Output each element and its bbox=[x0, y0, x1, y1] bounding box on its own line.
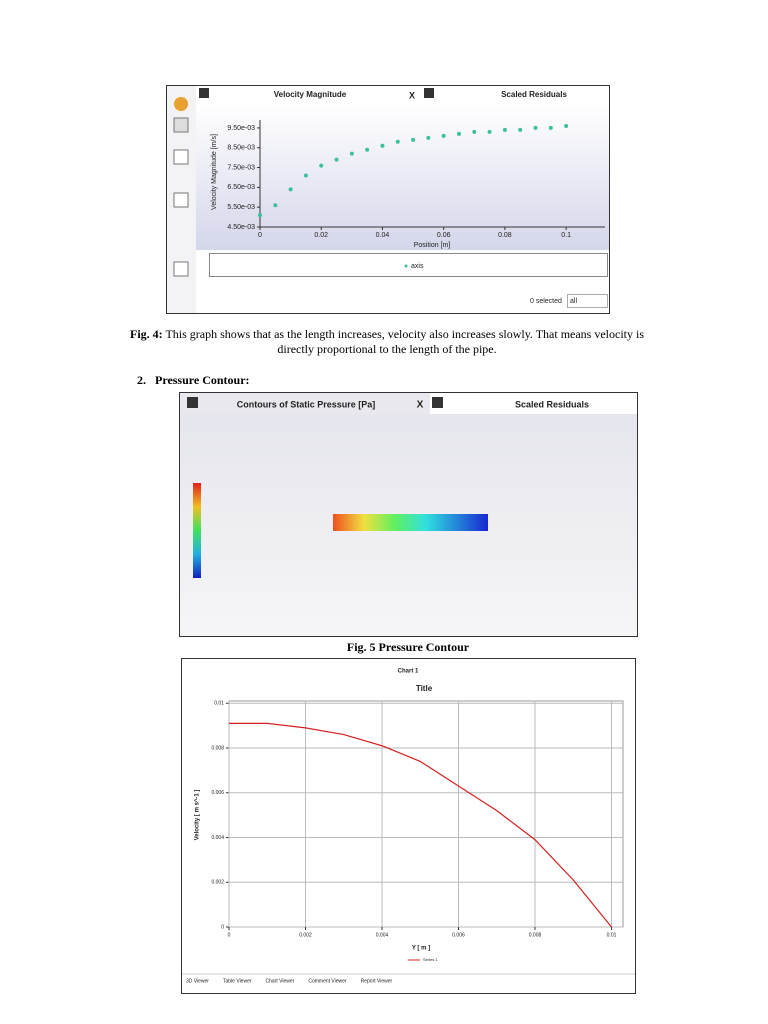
filter-box[interactable] bbox=[567, 294, 608, 308]
y-tick-label: 0.008 bbox=[211, 745, 224, 751]
data-point bbox=[487, 129, 492, 134]
tab-icon bbox=[432, 397, 443, 408]
viewer-tab[interactable]: Report Viewer bbox=[361, 978, 393, 984]
y-tick-label: 5.50e-03 bbox=[227, 204, 255, 211]
data-point bbox=[273, 203, 278, 208]
tab-bar bbox=[180, 393, 430, 414]
x-tick-label: 0.1 bbox=[561, 232, 571, 239]
tab-label[interactable]: Scaled Residuals bbox=[515, 399, 589, 409]
data-point bbox=[258, 213, 262, 218]
viewer-tab[interactable]: Comment Viewer bbox=[308, 978, 347, 984]
data-point bbox=[426, 135, 431, 140]
filter-value[interactable]: all bbox=[570, 298, 577, 305]
viewer-tab[interactable]: 3D Viewer bbox=[186, 978, 209, 984]
chart-title: Title bbox=[416, 684, 433, 693]
data-line bbox=[229, 722, 612, 928]
y-tick-label: 8.50e-03 bbox=[227, 145, 255, 152]
tab-label[interactable]: Scaled Residuals bbox=[501, 90, 567, 99]
x-tick-label: 0 bbox=[258, 232, 262, 239]
x-tick-label: 0.004 bbox=[376, 932, 389, 938]
section-heading: 2. Pressure Contour: bbox=[137, 373, 250, 388]
tab-bar bbox=[430, 393, 637, 414]
x-tick-label: 0 bbox=[228, 932, 231, 938]
data-point bbox=[456, 131, 461, 136]
x-tick-label: 0.006 bbox=[452, 932, 465, 938]
tab-icon bbox=[424, 88, 434, 98]
x-axis-label: Y [ m ] bbox=[412, 946, 430, 952]
y-tick-label: 7.50e-03 bbox=[227, 164, 255, 171]
plot-background bbox=[196, 104, 609, 250]
legend-label[interactable]: Series 1 bbox=[423, 957, 438, 962]
data-point bbox=[288, 187, 293, 192]
tab-close[interactable]: X bbox=[417, 400, 424, 411]
y-tick-label: 0.006 bbox=[211, 790, 224, 796]
y-tick-label: 6.50e-03 bbox=[227, 184, 255, 191]
x-tick-label: 0.008 bbox=[529, 932, 542, 938]
caption: Fig. 5 Pressure Contour bbox=[346, 640, 470, 654]
viewer-tab[interactable]: Chart Viewer bbox=[266, 978, 295, 984]
data-point bbox=[548, 125, 553, 130]
data-point bbox=[518, 127, 523, 132]
caption-text: This graph shows that as the length incr… bbox=[165, 327, 645, 356]
tab-close[interactable]: X bbox=[409, 90, 415, 100]
x-tick-label: 0.002 bbox=[299, 932, 312, 938]
y-tick-label: 0.01 bbox=[214, 701, 224, 707]
tab-label[interactable]: Velocity Magnitude bbox=[274, 90, 347, 99]
data-point bbox=[564, 123, 569, 128]
data-point bbox=[349, 151, 354, 156]
x-tick-label: 0.04 bbox=[376, 232, 390, 239]
viewer-tab[interactable]: Table Viewer bbox=[223, 978, 252, 984]
tool-icon[interactable] bbox=[173, 149, 189, 165]
figure-frame bbox=[181, 658, 636, 994]
caption-label: Fig. 4: bbox=[129, 327, 163, 341]
heading-number: 2. bbox=[137, 373, 146, 387]
data-point bbox=[395, 139, 400, 144]
pressure-contour bbox=[333, 514, 488, 531]
chart-name: Chart 1 bbox=[398, 669, 419, 675]
tool-icon[interactable] bbox=[174, 97, 188, 111]
tool-icon[interactable] bbox=[173, 117, 189, 133]
y-tick-label: 9.50e-03 bbox=[227, 125, 255, 132]
y-tick-label: 0.002 bbox=[211, 880, 224, 886]
color-bar bbox=[193, 483, 201, 578]
x-tick-label: 0.02 bbox=[314, 232, 328, 239]
caption: Fig. 4: This graph shows that as the len… bbox=[128, 327, 646, 357]
tool-icon[interactable] bbox=[173, 261, 189, 277]
data-point bbox=[502, 127, 507, 132]
tab-icon bbox=[187, 397, 198, 408]
x-axis-label: Position [m] bbox=[414, 242, 451, 249]
data-point bbox=[334, 157, 339, 162]
x-tick-label: 0.08 bbox=[498, 232, 512, 239]
tool-icon[interactable] bbox=[173, 192, 189, 208]
data-point bbox=[411, 137, 416, 142]
heading-text: Pressure Contour: bbox=[155, 373, 250, 387]
data-point bbox=[441, 133, 446, 138]
data-point bbox=[533, 125, 538, 130]
y-axis-label: Velocity Magnitude [m/s] bbox=[211, 134, 218, 210]
tab-label[interactable]: Contours of Static Pressure [Pa] bbox=[237, 399, 376, 409]
data-point bbox=[380, 143, 385, 148]
legend-box bbox=[209, 253, 608, 277]
data-point bbox=[303, 173, 308, 178]
x-tick-label: 0.01 bbox=[607, 932, 617, 938]
y-tick-label: 0.004 bbox=[211, 835, 224, 841]
data-point bbox=[319, 163, 324, 168]
x-tick-label: 0.06 bbox=[437, 232, 451, 239]
data-point bbox=[472, 129, 477, 134]
tab-icon bbox=[199, 88, 209, 98]
selection-count: 0 selected bbox=[530, 298, 562, 305]
y-tick-label: 0 bbox=[221, 924, 224, 930]
legend-marker bbox=[404, 264, 408, 268]
y-axis-label: Velocity [ m s^-1 ] bbox=[195, 790, 201, 841]
y-tick-label: 4.50e-03 bbox=[227, 224, 255, 231]
legend-label[interactable]: axis bbox=[411, 263, 424, 270]
data-point bbox=[365, 147, 370, 152]
